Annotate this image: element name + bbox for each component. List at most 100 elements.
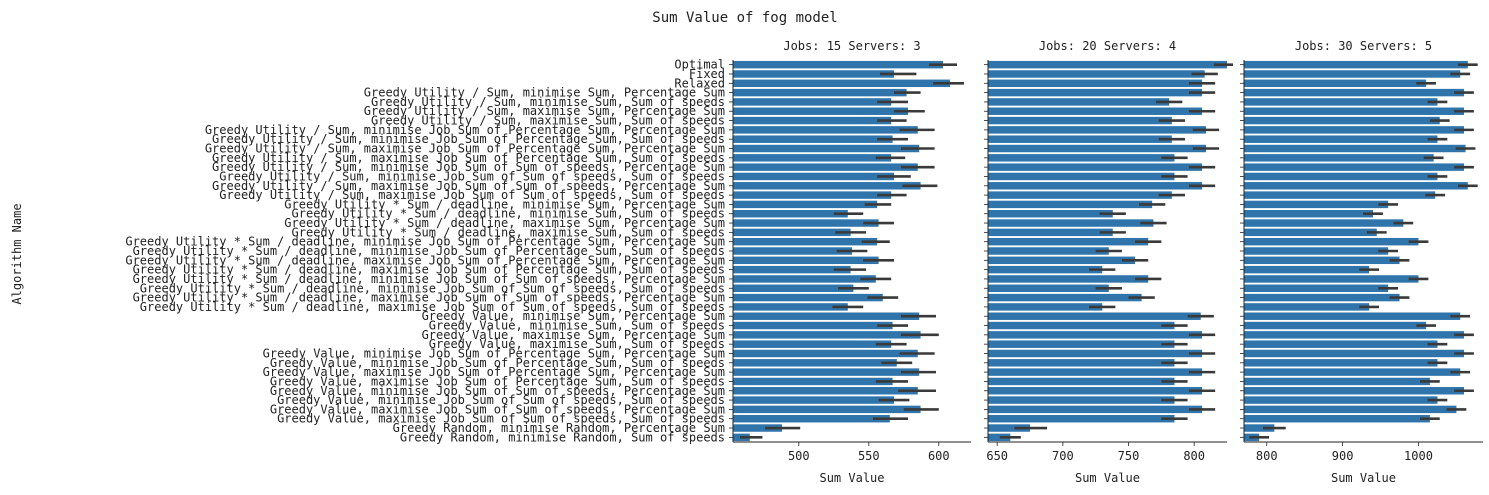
bar [1244, 126, 1465, 134]
bar [988, 163, 1203, 171]
bar [988, 172, 1175, 181]
category-label: Greedy Utility / Sum, minimise Sum, Perc… [364, 86, 725, 100]
bar [1244, 256, 1400, 265]
bar [733, 154, 892, 162]
bar [733, 349, 918, 358]
bar [1244, 79, 1427, 88]
bar [988, 340, 1175, 348]
panel-title: Jobs: 15 Servers: 3 [783, 39, 920, 53]
bar [733, 405, 921, 414]
category-label: Greedy Random, minimise Random, Percenta… [393, 421, 725, 435]
bar [733, 172, 894, 181]
chart-title: Sum Value of fog model [652, 10, 837, 26]
bar [733, 88, 907, 97]
x-axis-label: Sum Value [819, 471, 884, 485]
bar [1244, 135, 1438, 143]
bar [1244, 284, 1389, 292]
bar [988, 191, 1172, 199]
bar [1244, 228, 1377, 237]
category-label: Fixed [689, 67, 725, 81]
bar [988, 387, 1203, 395]
bar [1244, 163, 1465, 171]
panel-title: Jobs: 20 Servers: 4 [1039, 39, 1176, 53]
bar [1244, 377, 1430, 386]
category-label: Greedy Utility / Sum, minimise Sum, Sum … [371, 95, 725, 109]
bar [988, 154, 1175, 162]
category-label: Relaxed [674, 76, 725, 90]
category-label: Greedy Utility / Sum, maximise Job Sum o… [212, 179, 725, 193]
category-label: Greedy Utility * Sum / deadline, maximis… [125, 253, 725, 267]
bar [1244, 424, 1275, 432]
bar [733, 144, 920, 153]
bar [1244, 359, 1438, 367]
bar [1244, 405, 1457, 414]
x-tick-label: 500 [788, 449, 810, 463]
bar [1244, 293, 1400, 302]
bar [988, 210, 1113, 218]
category-label: Greedy Utility * Sum / deadline, maximis… [133, 291, 725, 305]
category-label: Greedy Utility / Sum, maximise Job Sum o… [212, 151, 725, 165]
bar [1244, 60, 1468, 69]
bar [733, 107, 908, 115]
bar [988, 321, 1175, 330]
bar [1244, 144, 1466, 153]
bar [988, 349, 1203, 358]
bar [1244, 387, 1465, 395]
bar [1244, 247, 1389, 255]
bar [733, 331, 921, 339]
bar [733, 247, 852, 255]
bar [988, 135, 1172, 143]
bar [733, 265, 851, 274]
bar [988, 144, 1206, 153]
bar [1244, 237, 1419, 246]
bar [988, 60, 1227, 69]
bar [1244, 191, 1436, 199]
bar [1244, 88, 1465, 97]
x-tick-label: 600 [928, 449, 950, 463]
bar [1244, 154, 1434, 162]
bar [988, 303, 1103, 311]
category-label: Greedy Utility / Sum, minimise Job Sum o… [212, 132, 725, 146]
bar [733, 256, 879, 265]
bar [733, 60, 943, 69]
bar [1244, 210, 1373, 218]
bar [733, 368, 920, 376]
category-label: Greedy Utility / Sum, minimise Job Sum o… [219, 169, 725, 183]
category-label: Greedy Utility / Sum, maximise Sum, Perc… [364, 104, 725, 118]
bar [1244, 172, 1438, 181]
category-label: Greedy Utility / Sum, minimise Job Sum o… [212, 160, 725, 174]
bar [733, 424, 782, 432]
bar [988, 405, 1203, 414]
bar [733, 163, 918, 171]
bar [988, 293, 1142, 302]
bar [988, 219, 1154, 227]
category-label: Greedy Utility * Sum / deadline, minimis… [140, 281, 725, 295]
bar [1244, 368, 1461, 376]
bar [988, 331, 1203, 339]
category-label: Optimal [674, 58, 725, 72]
category-label: Greedy Value, minimise Job Sum of Sum of… [270, 384, 725, 398]
bar [988, 256, 1136, 265]
category-label: Greedy Utility / Sum, maximise Job Sum o… [219, 188, 725, 202]
category-label: Greedy Value, minimise Sum, Percentage S… [422, 309, 725, 323]
x-tick-label: 800 [1256, 449, 1278, 463]
bar [1244, 107, 1465, 115]
bar [1244, 312, 1461, 320]
bar [988, 247, 1109, 255]
bar [733, 340, 892, 348]
bar [733, 79, 950, 88]
bar [733, 219, 879, 227]
bar [988, 200, 1153, 209]
bar [1244, 349, 1465, 358]
bar [988, 116, 1172, 125]
bar [1244, 321, 1427, 330]
bar [733, 228, 851, 237]
bar [1244, 340, 1438, 348]
category-label: Greedy Utility * Sum / deadline, minimis… [284, 197, 725, 211]
category-label: Greedy Utility * Sum / deadline, minimis… [133, 272, 725, 286]
bar [733, 126, 918, 134]
panel-2: Jobs: 20 Servers: 4 650 700 750 800 Sum Value [984, 39, 1233, 485]
bar [1244, 200, 1389, 209]
